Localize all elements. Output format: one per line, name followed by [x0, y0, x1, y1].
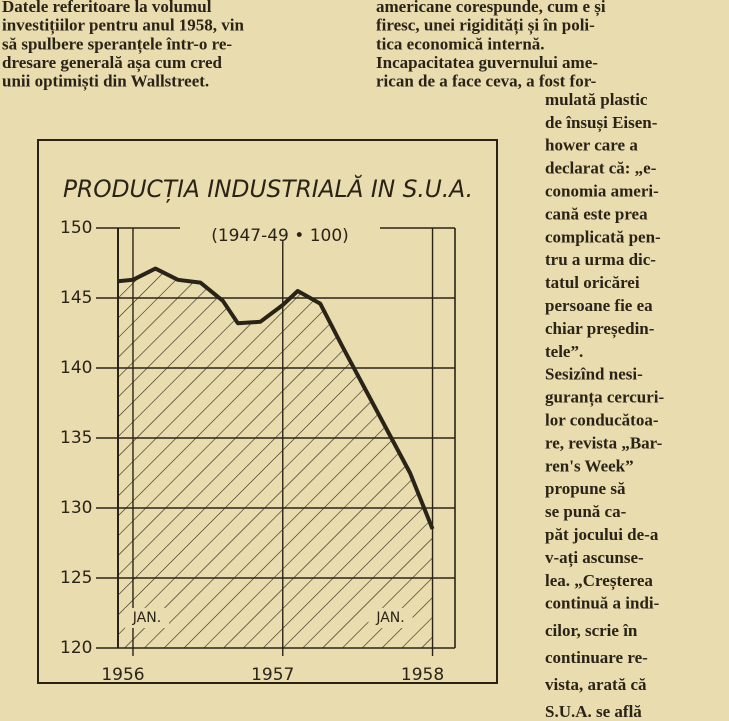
text-line: lea. „Creșterea: [545, 571, 653, 591]
text-line: firesc, unei rigidități și în poli-: [376, 16, 595, 36]
text-line: continuare re-: [545, 648, 648, 667]
text-line: păt jocului de-a: [545, 525, 659, 544]
chart-title: PRODUCȚIA INDUSTRIALĂ IN S.U.A.: [63, 174, 473, 203]
text-line: declarat că: „e-: [545, 159, 657, 178]
text-line: tatul oricărei: [545, 273, 640, 292]
y-tick-label: 130: [60, 498, 92, 518]
text-line: tru a urma dic-: [545, 250, 656, 269]
text-line: lor conducătoa-: [545, 411, 659, 430]
text-line: americane corespunde, cum e și: [376, 0, 606, 17]
text-line: rican de a face ceva, a fost for-: [376, 72, 597, 91]
annotation-bg: [124, 608, 169, 628]
y-tick-label: 145: [60, 288, 92, 308]
y-tick-label: 120: [60, 638, 92, 658]
text-line: de însuși Eisen-: [545, 113, 658, 133]
text-line: S.U.A. se află: [545, 702, 642, 721]
text-line: tele”.: [545, 342, 583, 361]
text-line: re, revista „Bar-: [545, 433, 663, 452]
text-line: investițiilor pentru anul 1958, vin: [2, 16, 245, 36]
text-line: tica economică internă.: [376, 34, 545, 53]
text-line: vista, arată că: [545, 675, 647, 694]
text-line: ren's Week”: [545, 456, 634, 475]
y-tick-label: 125: [60, 568, 92, 588]
chart-subtitle: (1947-49 • 100): [211, 226, 349, 246]
text-line: guranța cercuri-: [545, 388, 664, 408]
text-line: dresare generală așa cum cred: [2, 53, 223, 73]
chart-frame: [37, 139, 498, 684]
annotation-bg: [368, 608, 413, 628]
area: [118, 268, 433, 648]
y-tick-label: 135: [60, 428, 92, 448]
text-line: chiar președin-: [545, 319, 655, 339]
text-line: v-ați ascunse-: [545, 548, 644, 568]
text-line: Incapacitatea guvernului ame-: [376, 53, 598, 72]
x-tick-label: 1958: [401, 665, 444, 685]
annotation: JAN.: [375, 610, 404, 626]
x-tick-label: 1957: [251, 665, 294, 685]
text-line: hower care a: [545, 136, 638, 155]
text-line: conomia ameri-: [545, 182, 659, 201]
text-line: unii optimiști din Wallstreet.: [2, 72, 209, 92]
annotation: JAN.: [132, 610, 161, 626]
text-line: să spulbere speranțele într-o re-: [2, 34, 232, 54]
text-line: mulată plastic: [545, 90, 648, 109]
text-line: cilor, scrie în: [545, 621, 638, 640]
text-line: Sesizînd nesi-: [545, 365, 643, 384]
line: [117, 266, 435, 530]
text-line: complicată pen-: [545, 227, 661, 246]
subtitle-bg: [180, 216, 380, 240]
text-line: persoane fie ea: [545, 296, 653, 315]
y-tick-label: 150: [60, 218, 92, 238]
text-line: se pună ca-: [545, 502, 627, 521]
text-line: propune să: [545, 479, 626, 498]
text-line: Datele referitoare la volumul: [2, 0, 212, 16]
text-line: cană este prea: [545, 204, 648, 223]
text-line: continuă a indi-: [545, 594, 660, 613]
y-tick-label: 140: [60, 358, 92, 378]
x-tick-label: 1956: [101, 665, 144, 685]
